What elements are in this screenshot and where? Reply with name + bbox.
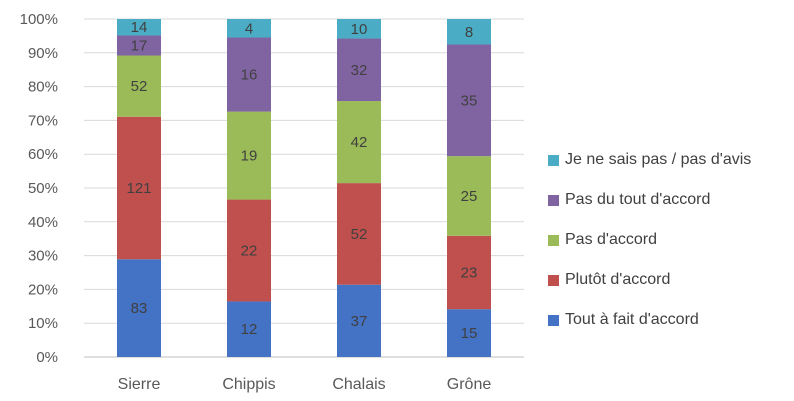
y-tick-label: 100% <box>20 11 58 28</box>
y-tick-label: 80% <box>28 79 58 96</box>
data-label: 32 <box>351 62 368 79</box>
data-label: 15 <box>461 325 478 342</box>
x-tick-label: Sierre <box>118 376 161 393</box>
bar-segment <box>117 116 161 260</box>
data-label: 25 <box>461 188 478 205</box>
legend-swatch <box>548 154 559 166</box>
bar-segment <box>227 37 271 112</box>
legend-item: Tout à fait d'accord <box>548 310 751 330</box>
data-label: 8 <box>465 24 473 41</box>
bar-segment <box>227 301 271 357</box>
legend-item: Plutôt d'accord <box>548 270 751 290</box>
legend-swatch <box>548 314 559 326</box>
legend-item: Je ne sais pas / pas d'avis <box>548 150 751 170</box>
y-tick-label: 20% <box>28 281 58 298</box>
bar-segment <box>117 55 161 117</box>
legend-swatch <box>548 234 559 246</box>
y-tick-label: 0% <box>36 349 58 366</box>
bar-segment <box>447 235 491 310</box>
legend-label: Pas d'accord <box>565 231 657 248</box>
legend-label: Plutôt d'accord <box>565 271 671 288</box>
data-label: 83 <box>131 300 148 317</box>
data-label: 23 <box>461 265 478 282</box>
x-tick-label: Grône <box>447 376 492 393</box>
data-label: 19 <box>241 148 258 165</box>
legend-label: Tout à fait d'accord <box>565 311 699 328</box>
data-label: 52 <box>131 78 148 95</box>
y-tick-label: 10% <box>28 315 58 332</box>
bar-segment <box>227 111 271 200</box>
y-tick-label: 50% <box>28 180 58 197</box>
data-label: 16 <box>241 67 258 84</box>
data-label: 35 <box>461 92 478 109</box>
bar-segment <box>447 309 491 357</box>
legend-label: Pas du tout d'accord <box>565 191 711 208</box>
legend-swatch <box>548 194 559 206</box>
data-label: 52 <box>351 226 368 243</box>
bar-segment <box>227 19 271 38</box>
data-label: 14 <box>131 19 148 36</box>
legend-label: Je ne sais pas / pas d'avis <box>565 151 752 168</box>
bar-segment <box>337 101 381 184</box>
legend-item: Pas d'accord <box>548 230 751 250</box>
x-tick-label: Chalais <box>332 376 385 393</box>
data-label: 37 <box>351 313 368 330</box>
bar-segment <box>447 156 491 236</box>
y-tick-label: 70% <box>28 112 58 129</box>
data-label: 17 <box>131 37 148 54</box>
legend-item: Pas du tout d'accord <box>548 190 751 210</box>
bar-segment <box>447 44 491 157</box>
legend-swatch <box>548 274 559 286</box>
y-tick-label: 40% <box>28 214 58 231</box>
y-tick-label: 30% <box>28 248 58 265</box>
bar-segment <box>227 199 271 302</box>
y-tick-label: 60% <box>28 146 58 163</box>
bar-segment <box>337 284 381 357</box>
bar-segment <box>117 35 161 56</box>
bar-segment <box>337 183 381 285</box>
bar-segment <box>447 19 491 45</box>
data-label: 22 <box>241 243 258 260</box>
bar-segment <box>337 38 381 102</box>
bar-segment <box>337 19 381 39</box>
chart-legend: Je ne sais pas / pas d'avis Pas du tout d… <box>548 150 751 350</box>
bar-segment <box>117 259 161 357</box>
data-label: 12 <box>241 321 258 338</box>
bar-segment <box>117 19 161 36</box>
data-label: 42 <box>351 134 368 151</box>
data-label: 10 <box>351 21 368 38</box>
data-label: 4 <box>245 20 253 37</box>
x-tick-label: Chippis <box>222 376 275 393</box>
y-tick-label: 90% <box>28 45 58 62</box>
data-label: 121 <box>126 180 151 197</box>
